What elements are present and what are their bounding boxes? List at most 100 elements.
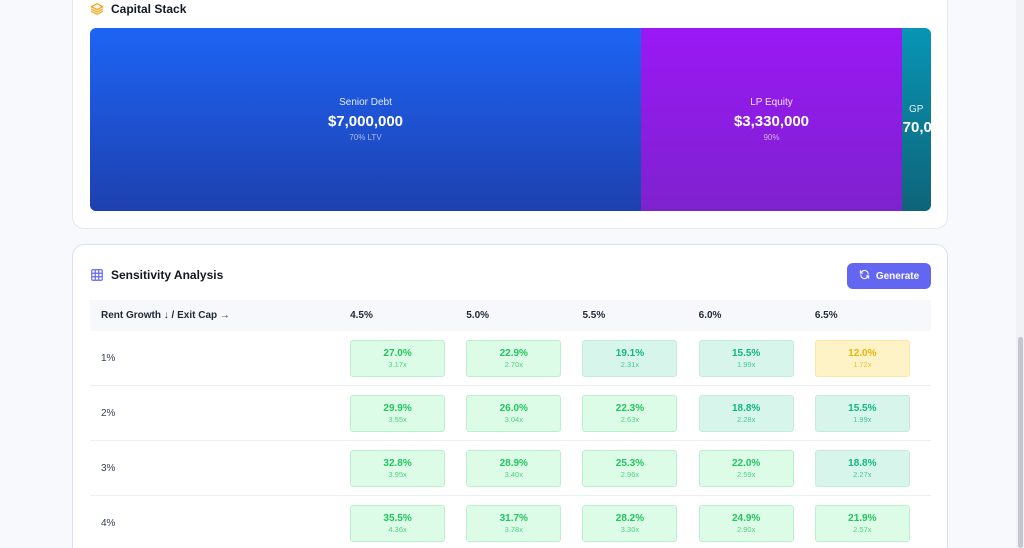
sensitivity-header: Sensitivity Analysis: [90, 268, 223, 282]
table-cell: 31.7% 3.78x: [466, 504, 582, 542]
table-cell: 15.5% 1.99x: [698, 339, 815, 377]
table-cell: 22.3% 2.63x: [582, 394, 698, 432]
equity-multiple-value: 3.30x: [620, 524, 640, 534]
equity-multiple-value: 2.96x: [620, 469, 640, 479]
table-cell: 22.9% 2.70x: [466, 339, 582, 377]
rent-growth-label: 3%: [101, 462, 116, 474]
equity-multiple-value: 2.70x: [504, 359, 523, 369]
equity-multiple-value: 2.27x: [853, 469, 872, 479]
segment-name: Senior Debt: [339, 97, 392, 108]
sensitivity-cell[interactable]: 29.9% 3.55x: [350, 394, 446, 432]
equity-multiple-value: 1.99x: [736, 359, 756, 369]
sensitivity-cell[interactable]: 18.8% 2.27x: [814, 449, 910, 487]
generate-button[interactable]: Generate: [847, 263, 931, 289]
scrollbar-track[interactable]: [1016, 0, 1024, 548]
irr-value: 32.8%: [383, 457, 412, 469]
irr-value: 18.8%: [848, 457, 877, 469]
sensitivity-table: Rent Growth ↓ / Exit Cap → 4.5% 5.0% 5.5…: [90, 300, 931, 548]
sensitivity-cell[interactable]: 35.5% 4.36x: [350, 504, 446, 542]
exit-cap-header: 5.0%: [466, 310, 490, 321]
irr-value: 24.9%: [731, 512, 761, 524]
sensitivity-cell[interactable]: 22.3% 2.63x: [582, 394, 678, 432]
equity-multiple-value: 2.63x: [620, 414, 640, 424]
equity-multiple-value: 1.99x: [853, 414, 872, 424]
equity-multiple-value: 2.59x: [736, 469, 756, 479]
rent-growth-label: 2%: [101, 407, 116, 419]
irr-value: 28.9%: [499, 457, 528, 469]
lp-equity-segment[interactable]: LP Equity $3,330,000 90%: [641, 28, 902, 211]
irr-value: 25.3%: [615, 457, 645, 469]
table-cell: 32.8% 3.95x: [350, 449, 466, 487]
table-cell: 19.1% 2.31x: [582, 339, 698, 377]
equity-multiple-value: 3.40x: [504, 469, 523, 479]
table-cell: 21.9% 2.57x: [814, 504, 931, 542]
segment-amount: $3,330,000: [733, 113, 810, 130]
table-cell: 22.0% 2.59x: [698, 449, 815, 487]
equity-multiple-value: 3.78x: [504, 524, 523, 534]
table-row: 3% 32.8% 3.95x 28.9% 3.40x 25.3% 2.96x 22.0% 2.5…: [90, 441, 931, 496]
irr-value: 15.5%: [731, 347, 761, 359]
segment-name: LP Equity: [750, 97, 793, 108]
capital-stack-header: Capital Stack: [90, 2, 186, 16]
sensitivity-title: Sensitivity Analysis: [111, 268, 224, 282]
equity-multiple-value: 3.55x: [388, 414, 407, 424]
sensitivity-cell[interactable]: 12.0% 1.72x: [814, 339, 910, 377]
irr-value: 21.9%: [848, 512, 877, 524]
segment-subtext: 90%: [763, 133, 780, 142]
equity-multiple-value: 2.28x: [736, 414, 756, 424]
sensitivity-cell[interactable]: 28.2% 3.30x: [582, 504, 678, 542]
irr-value: 15.5%: [848, 402, 877, 414]
table-body: 1% 27.0% 3.17x 22.9% 2.70x 19.1% 2.31x 15.5% 1.9…: [90, 331, 931, 548]
table-cell: 26.0% 3.04x: [466, 394, 582, 432]
sensitivity-cell[interactable]: 18.8% 2.28x: [698, 394, 794, 432]
sensitivity-cell[interactable]: 15.5% 1.99x: [814, 394, 910, 432]
scrollbar-thumb[interactable]: [1018, 337, 1023, 548]
table-cell: 25.3% 2.96x: [582, 449, 698, 487]
layers-icon: [90, 2, 104, 16]
irr-value: 26.0%: [499, 402, 528, 414]
irr-value: 27.0%: [383, 347, 412, 359]
senior-debt-segment[interactable]: Senior Debt $7,000,000 70% LTV: [90, 28, 641, 211]
equity-multiple-value: 4.36x: [388, 524, 407, 534]
irr-value: 19.1%: [615, 347, 645, 359]
exit-cap-header: 6.0%: [698, 310, 722, 321]
sensitivity-cell[interactable]: 24.9% 2.90x: [698, 504, 794, 542]
irr-value: 22.0%: [731, 457, 761, 469]
sensitivity-cell[interactable]: 26.0% 3.04x: [466, 394, 562, 432]
table-cell: 35.5% 4.36x: [350, 504, 466, 542]
capital-stack-bar: Senior Debt $7,000,000 70% LTV LP Equity…: [90, 28, 931, 211]
equity-multiple-value: 2.31x: [620, 359, 640, 369]
sensitivity-cell[interactable]: 32.8% 3.95x: [350, 449, 446, 487]
table-cell: 28.9% 3.40x: [466, 449, 582, 487]
sensitivity-cell[interactable]: 22.9% 2.70x: [466, 339, 562, 377]
gp-segment[interactable]: GP $370,0: [902, 28, 931, 211]
irr-value: 28.2%: [615, 512, 645, 524]
corner-header: Rent Growth ↓ / Exit Cap →: [101, 310, 230, 321]
table-header-row: Rent Growth ↓ / Exit Cap → 4.5% 5.0% 5.5…: [90, 300, 931, 331]
equity-multiple-value: 3.17x: [388, 359, 407, 369]
sensitivity-cell[interactable]: 22.0% 2.59x: [698, 449, 794, 487]
irr-value: 35.5%: [383, 512, 412, 524]
table-cell: 27.0% 3.17x: [350, 339, 466, 377]
sensitivity-cell[interactable]: 25.3% 2.96x: [582, 449, 678, 487]
sensitivity-cell[interactable]: 19.1% 2.31x: [582, 339, 678, 377]
sensitivity-cell[interactable]: 27.0% 3.17x: [350, 339, 446, 377]
equity-multiple-value: 1.72x: [853, 359, 872, 369]
irr-value: 31.7%: [499, 512, 528, 524]
sensitivity-cell[interactable]: 21.9% 2.57x: [814, 504, 910, 542]
table-row: 2% 29.9% 3.55x 26.0% 3.04x 22.3% 2.63x 18.8% 2.2…: [90, 386, 931, 441]
capital-stack-title: Capital Stack: [111, 2, 187, 16]
irr-value: 22.9%: [499, 347, 528, 359]
segment-name: GP: [909, 104, 924, 115]
sensitivity-cell[interactable]: 28.9% 3.40x: [466, 449, 562, 487]
table-cell: 24.9% 2.90x: [698, 504, 815, 542]
sensitivity-cell[interactable]: 15.5% 1.99x: [698, 339, 794, 377]
irr-value: 22.3%: [615, 402, 645, 414]
exit-cap-header: 6.5%: [814, 310, 838, 321]
segment-amount: $370,0: [902, 119, 931, 136]
rent-growth-label: 4%: [101, 517, 116, 529]
table-row: 1% 27.0% 3.17x 22.9% 2.70x 19.1% 2.31x 15.5% 1.9…: [90, 331, 931, 386]
equity-multiple-value: 2.90x: [736, 524, 756, 534]
refresh-icon: [859, 269, 870, 283]
sensitivity-cell[interactable]: 31.7% 3.78x: [466, 504, 562, 542]
